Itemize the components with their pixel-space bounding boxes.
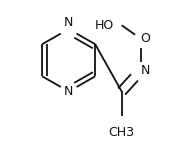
Text: N: N [64,85,73,98]
Text: N: N [141,64,150,77]
Text: HO: HO [95,19,114,32]
Text: N: N [64,16,73,29]
Text: O: O [141,32,150,45]
Text: CH3: CH3 [109,126,135,138]
